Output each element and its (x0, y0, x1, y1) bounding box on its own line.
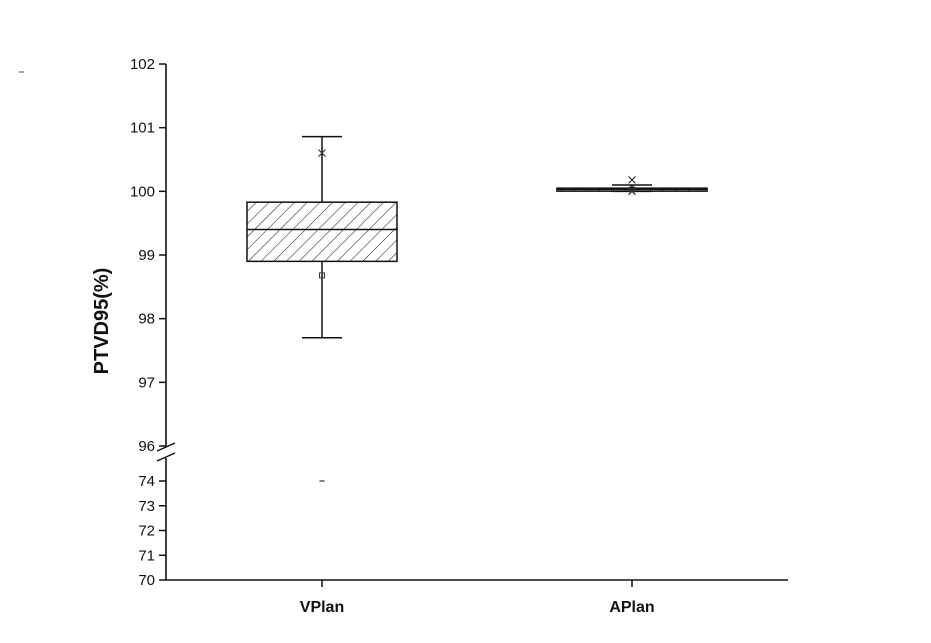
y-tick-label: 73 (138, 498, 155, 515)
y-tick-label: 74 (138, 473, 155, 490)
y-tick-label: 97 (138, 374, 155, 391)
y-tick-label: 102 (130, 56, 155, 73)
y-tick-label: 72 (138, 523, 155, 540)
box-iqr (246, 201, 398, 263)
x-categories: VPlan APlan (300, 580, 655, 616)
y-ticks-lower: 70 71 72 73 74 (138, 473, 166, 589)
min-marker (628, 187, 636, 196)
max-marker (628, 175, 636, 184)
boxes (246, 135, 708, 482)
y-ticks-upper: 96 97 98 99 100 101 102 (130, 56, 166, 455)
max-marker (318, 149, 326, 158)
axis-break-mark-bottom (156, 452, 176, 462)
mean-marker (319, 272, 325, 279)
x-category-label: VPlan (300, 599, 344, 616)
box-vplan (246, 135, 398, 482)
y-tick-label: 96 (138, 438, 155, 455)
y-tick-label: 100 (130, 183, 155, 200)
y-axis-title: PTVD95(%) (91, 268, 113, 375)
y-tick-label: 71 (138, 547, 155, 564)
y-tick-label: 101 (130, 120, 155, 137)
y-tick-label: 99 (138, 247, 155, 264)
y-tick-label: 70 (138, 572, 155, 589)
x-category-label: APlan (609, 599, 654, 616)
box-aplan (556, 175, 708, 196)
y-tick-label: 98 (138, 311, 155, 328)
axis-break-mark-top (156, 442, 176, 452)
